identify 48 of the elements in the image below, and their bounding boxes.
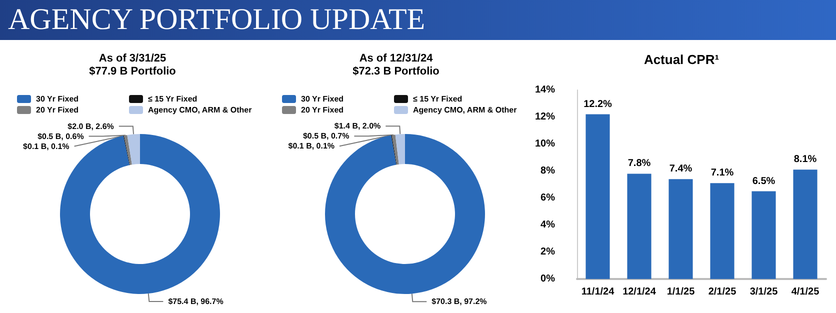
x-tick-label: 4/1/25	[791, 286, 820, 298]
x-tick-label: 2/1/25	[708, 286, 737, 298]
legend-label: 20 Yr Fixed	[36, 106, 79, 114]
bar	[586, 114, 610, 279]
chart-title: As of 3/31/25	[98, 52, 166, 64]
data-label: 7.1%	[710, 168, 734, 179]
legend-label: ≤ 15 Yr Fixed	[413, 94, 462, 104]
data-label: $2.0 B, 2.6%	[68, 122, 114, 131]
data-label: 6.5%	[752, 176, 776, 187]
data-label: 7.8%	[628, 158, 651, 170]
y-tick-label: 0%	[540, 274, 556, 284]
data-label: $1.4 B, 2.0%	[334, 122, 381, 131]
legend-label: 30 Yr Fixed	[301, 94, 344, 104]
legend-label: 20 Yr Fixed	[301, 106, 344, 114]
chart-title: Actual CPR¹	[644, 52, 720, 67]
legend-label: Agency CMO, ARM & Other	[148, 106, 252, 114]
y-tick-label: 6%	[540, 192, 556, 204]
y-tick-label: 14%	[534, 84, 556, 96]
x-tick-label: 11/1/24	[581, 286, 615, 298]
bar	[752, 191, 776, 279]
data-label: 8.1%	[794, 154, 817, 166]
data-label: $0.5 B, 0.6%	[38, 132, 84, 141]
bar	[668, 179, 693, 279]
y-tick-label: 4%	[540, 220, 556, 230]
legend-label: Agency CMO, ARM & Other	[413, 106, 517, 114]
data-label: 12.2%	[584, 98, 612, 110]
chart-title: As of 12/31/24	[359, 52, 434, 64]
legend-label: 30 Yr Fixed	[36, 94, 79, 104]
y-tick-label: 8%	[540, 166, 556, 176]
x-tick-label: 3/1/25	[750, 286, 778, 298]
chart-subtitle: $77.9 B Portfolio	[89, 66, 176, 78]
y-tick-label: 12%	[534, 112, 556, 122]
x-tick-label: 1/1/25	[666, 286, 696, 298]
data-label: 7.4%	[669, 164, 692, 175]
y-tick-label: 2%	[540, 246, 556, 258]
data-label: $0.1 B, 0.1%	[23, 142, 70, 151]
y-tick-label: 10%	[534, 138, 556, 150]
legend-label: ≤ 15 Yr Fixed	[148, 94, 198, 104]
bar	[793, 170, 818, 279]
data-label: $75.4 B, 96.7%	[168, 297, 224, 306]
text: AGENCY PORTFOLIO UPDATE	[0, 0, 836, 40]
data-label: $0.1 B, 0.1%	[288, 142, 335, 151]
data-label: $70.3 B, 97.2%	[432, 297, 487, 306]
x-tick-label: 12/1/24	[622, 286, 656, 298]
bar	[627, 174, 652, 279]
data-label: $0.5 B, 0.7%	[302, 132, 350, 141]
bar	[710, 183, 734, 279]
chart-subtitle: $72.3 B Portfolio	[352, 66, 440, 78]
